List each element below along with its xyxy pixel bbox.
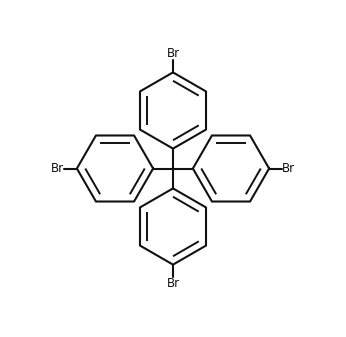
Text: Br: Br (51, 162, 64, 175)
Text: Br: Br (166, 277, 180, 290)
Text: Br: Br (282, 162, 295, 175)
Text: Br: Br (166, 47, 180, 60)
